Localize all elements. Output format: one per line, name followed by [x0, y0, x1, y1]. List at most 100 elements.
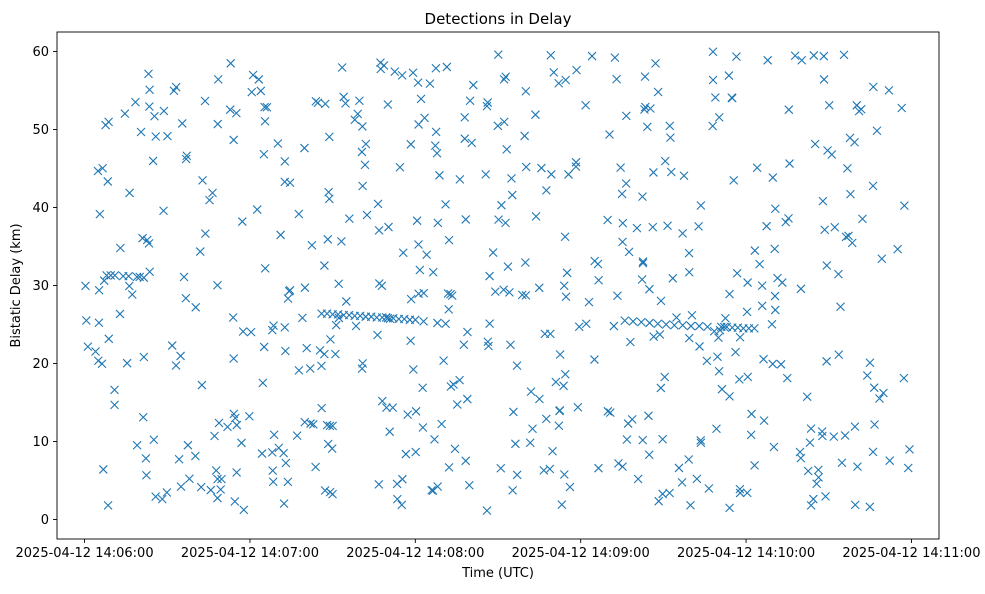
detection-point	[138, 412, 148, 422]
detection-point	[499, 285, 509, 295]
detection-point	[759, 354, 768, 364]
detection-point	[725, 503, 734, 513]
detection-point	[747, 409, 756, 419]
detection-point	[228, 313, 238, 322]
detection-point	[337, 63, 347, 72]
detection-point	[587, 51, 597, 61]
data-points	[81, 47, 914, 516]
detection-point	[561, 292, 571, 302]
detection-point	[875, 394, 884, 403]
detection-point	[840, 431, 850, 440]
detection-point	[259, 149, 269, 159]
detection-point	[414, 240, 423, 249]
detection-point	[879, 388, 888, 398]
detection-point	[732, 268, 742, 278]
detection-point	[613, 291, 622, 301]
detection-point	[638, 435, 648, 445]
detection-point	[784, 214, 793, 223]
detection-point	[554, 78, 564, 88]
detection-point	[817, 431, 827, 441]
detection-point	[640, 102, 650, 112]
detection-point	[822, 356, 831, 366]
detection-point	[628, 316, 638, 326]
detection-point	[171, 361, 181, 370]
detection-point	[276, 230, 286, 240]
detection-point	[790, 51, 800, 61]
detection-point	[237, 438, 246, 448]
detection-point	[350, 115, 360, 125]
detection-point	[808, 494, 818, 504]
detection-point	[195, 247, 205, 256]
detection-point	[862, 371, 872, 380]
detection-point	[260, 116, 270, 126]
detection-point	[334, 279, 344, 289]
detection-point	[419, 316, 428, 326]
detection-point	[411, 447, 421, 457]
detection-point	[802, 392, 812, 402]
detection-point	[694, 321, 704, 331]
detection-point	[217, 474, 226, 484]
detection-point	[812, 479, 822, 489]
x-tick-label: 2025-04-12 14:08:00	[346, 546, 484, 561]
detection-point	[185, 474, 194, 484]
detection-point	[360, 160, 370, 170]
detection-point	[443, 289, 453, 298]
detection-point	[796, 453, 806, 463]
detection-point	[239, 505, 249, 515]
detection-point	[230, 497, 240, 506]
detection-point	[320, 486, 330, 495]
detection-point	[325, 487, 335, 497]
detection-point	[512, 470, 522, 480]
detection-point	[190, 451, 200, 461]
detection-point	[149, 435, 159, 445]
detection-point	[727, 93, 737, 103]
detection-point	[406, 336, 416, 346]
detection-point	[408, 365, 418, 374]
detection-point	[893, 244, 903, 254]
detection-point	[713, 352, 722, 362]
detection-point	[746, 430, 756, 440]
detection-point	[651, 58, 660, 68]
detection-point	[782, 373, 792, 383]
detection-point	[617, 189, 627, 199]
detection-point	[818, 196, 828, 206]
detection-point	[398, 248, 408, 258]
detection-point	[462, 394, 472, 404]
detection-point	[418, 423, 428, 432]
detection-point	[268, 466, 278, 476]
detection-point	[191, 302, 201, 312]
detection-point	[618, 237, 627, 247]
x-tick-label: 2025-04-12 14:10:00	[677, 546, 815, 561]
detection-point	[213, 75, 223, 84]
detection-point	[541, 414, 551, 424]
detection-point	[490, 287, 500, 297]
detection-point	[796, 284, 806, 294]
detection-point	[541, 185, 551, 195]
detection-point	[679, 171, 689, 181]
detection-point	[714, 113, 724, 122]
detection-point	[330, 349, 340, 359]
detection-point	[383, 100, 393, 109]
detection-point	[493, 50, 503, 60]
detection-point	[649, 168, 658, 177]
detection-point	[141, 454, 151, 463]
detection-point	[388, 403, 398, 413]
detection-point	[198, 176, 207, 185]
detection-point	[703, 322, 712, 332]
detection-point	[836, 302, 845, 312]
detection-point	[274, 443, 284, 453]
detection-point	[482, 506, 492, 516]
detection-point	[581, 100, 591, 110]
detection-point	[357, 147, 367, 157]
detection-point	[145, 85, 154, 95]
detection-point	[468, 80, 478, 90]
detection-point	[317, 403, 327, 413]
detection-point	[124, 281, 134, 291]
detection-point	[564, 170, 573, 179]
y-axis: 0 10 20 30 40 50 60	[32, 45, 57, 528]
detection-point	[415, 265, 425, 275]
detection-point	[484, 341, 493, 351]
detection-point	[609, 321, 619, 331]
detection-point	[655, 330, 665, 339]
